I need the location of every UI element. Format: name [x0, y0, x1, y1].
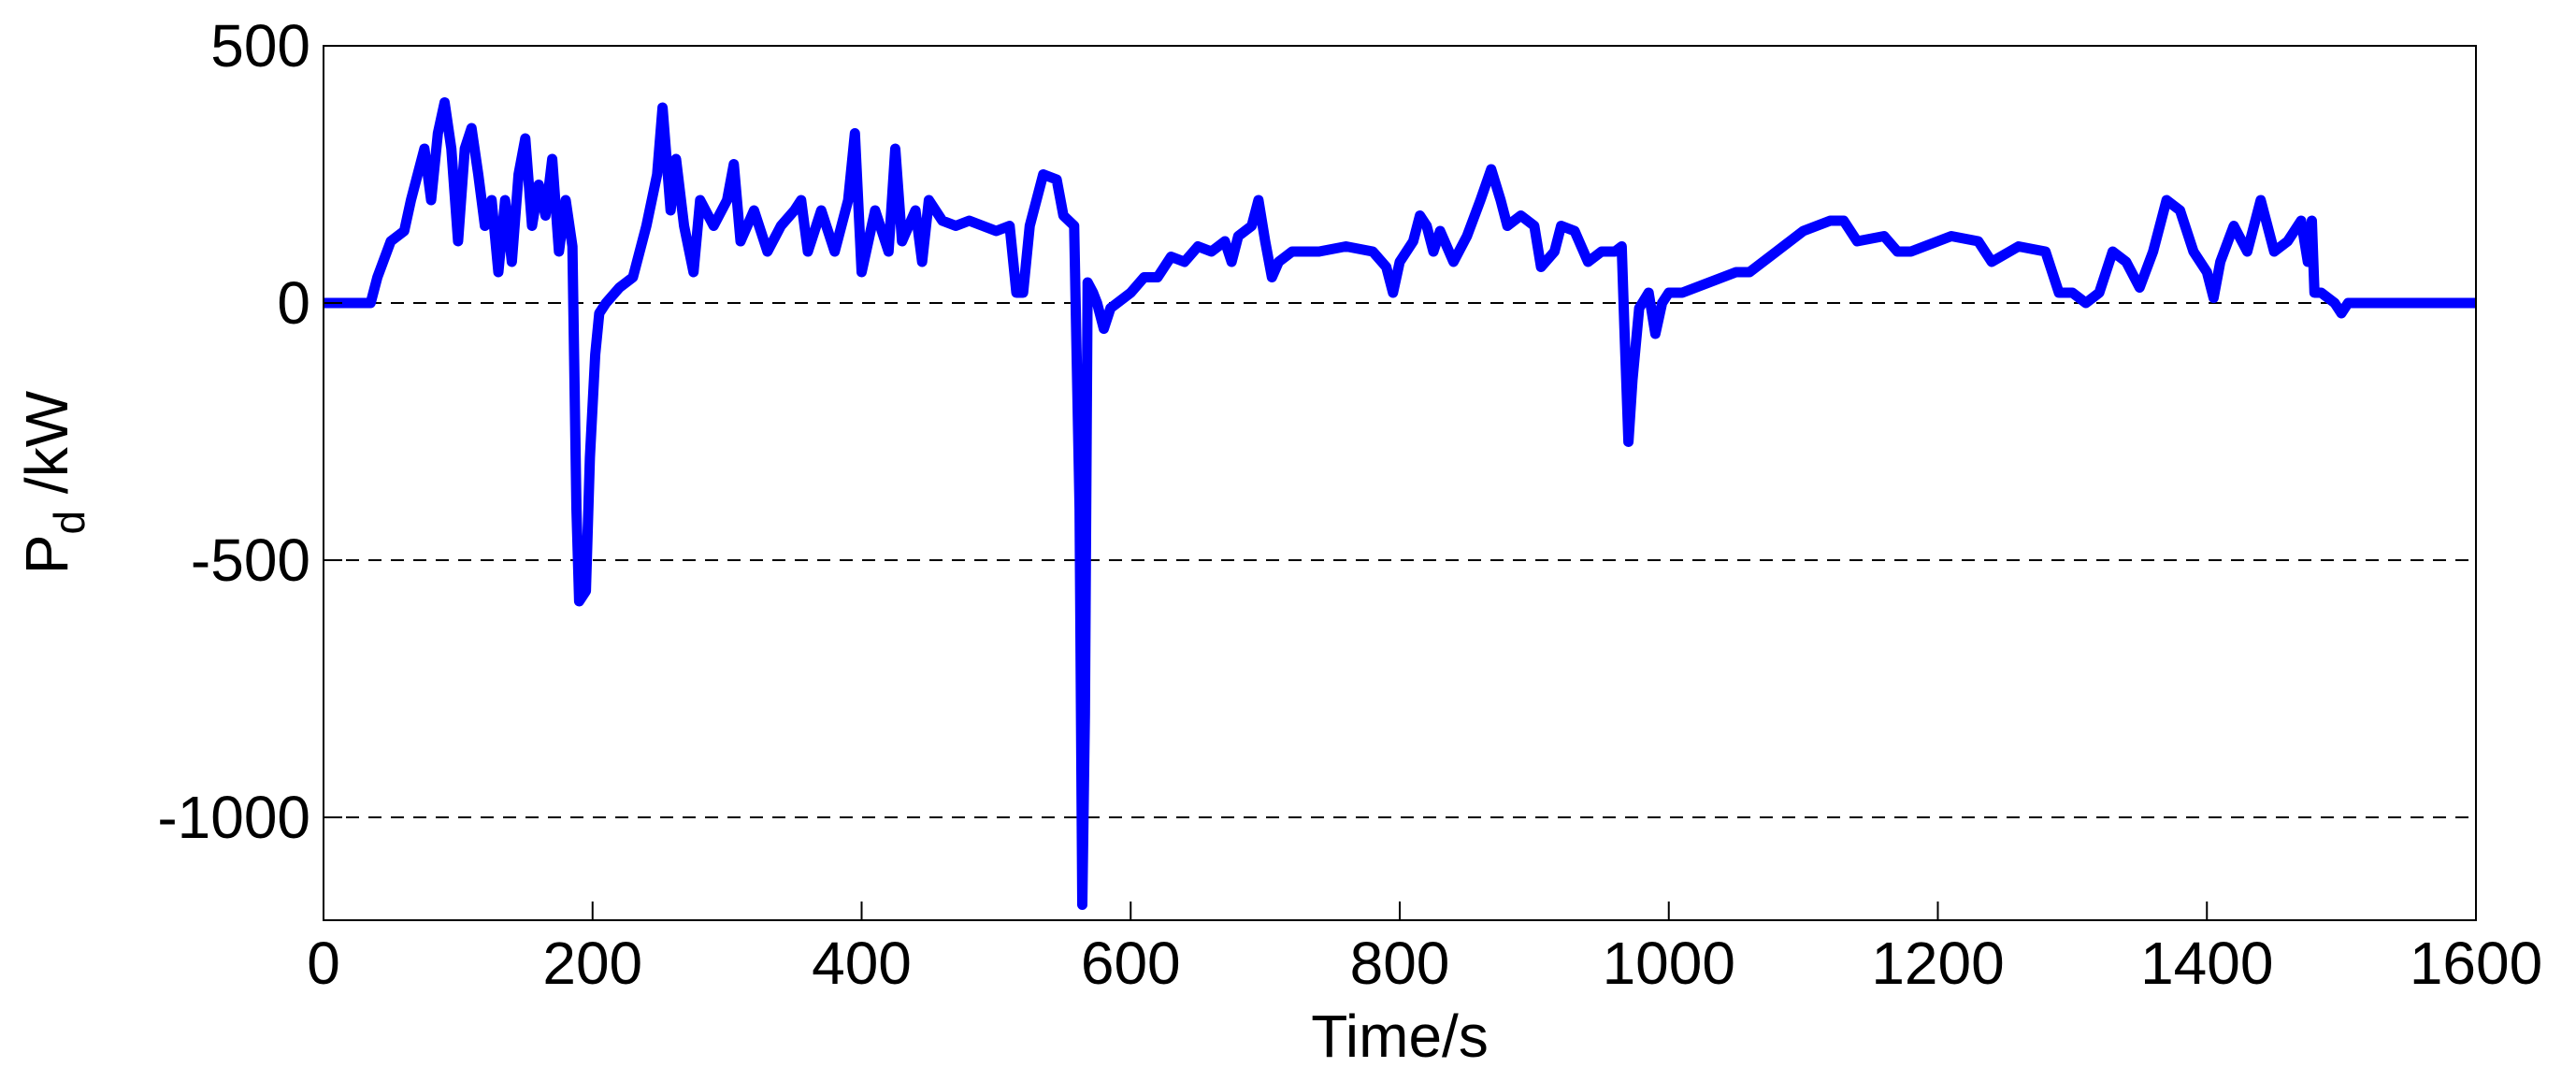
y-tick-label: -1000: [157, 784, 310, 851]
x-tick-label: 600: [1081, 930, 1181, 997]
y-label-unit: /kW: [13, 390, 80, 511]
y-axis-label: Pd /kW: [13, 390, 94, 574]
y-label-sub: d: [45, 511, 94, 535]
x-tick-label: 1000: [1603, 930, 1735, 997]
x-tick-label: 200: [542, 930, 642, 997]
x-tick-label: 800: [1350, 930, 1450, 997]
y-tick-label: 0: [277, 269, 310, 337]
x-tick-label: 1600: [2410, 930, 2542, 997]
x-axis-label: Time/s: [1311, 1003, 1489, 1070]
x-tick-label: 1200: [1871, 930, 2004, 997]
data-line: [324, 97, 2476, 910]
x-tick-label: 1400: [2140, 930, 2273, 997]
x-tick-label: 400: [812, 930, 912, 997]
x-tick-label: 0: [307, 930, 340, 997]
plot-area: [324, 97, 2476, 910]
y-tick-label: 500: [210, 12, 310, 79]
ticks: -1000 -500 0 500 0 200 400 600 800 1000 1200 1400 16…: [157, 12, 2542, 997]
y-label-main: P: [13, 534, 80, 574]
y-tick-label: -500: [191, 527, 310, 594]
